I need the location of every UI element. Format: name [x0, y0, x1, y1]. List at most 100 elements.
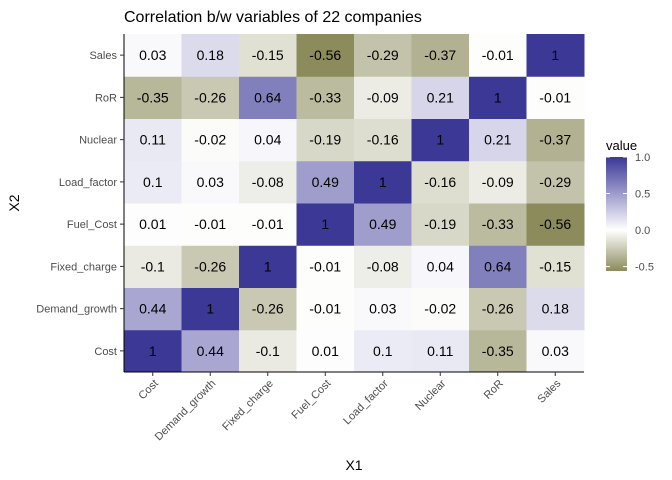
- heatmap-cell: [181, 245, 240, 288]
- cell-value-label: -0.09: [367, 89, 399, 105]
- cell-value-label: -0.56: [539, 216, 571, 232]
- cell-value-label: 1: [494, 89, 502, 105]
- heatmap-cell: [181, 287, 240, 331]
- cell-value-label: -0.19: [309, 132, 341, 148]
- cell-value-label: 1: [379, 174, 387, 190]
- cell-value-label: 1: [206, 301, 214, 317]
- heatmap-cell: [239, 118, 297, 162]
- legend-tick-label: 0.5: [635, 189, 650, 201]
- heatmap-cell: [124, 203, 182, 246]
- x-tick-label: Sales: [535, 377, 563, 405]
- cell-value-label: -0.15: [252, 47, 284, 63]
- cell-value-label: -0.29: [367, 47, 399, 63]
- heatmap-cell: [239, 245, 297, 288]
- cell-value-label: 0.1: [373, 343, 393, 359]
- cell-value-label: -0.08: [252, 174, 284, 190]
- heatmap-cell: [124, 287, 182, 331]
- heatmap-cell: [239, 76, 297, 119]
- cell-value-label: -0.01: [539, 89, 571, 105]
- heatmap-cell: [296, 118, 355, 162]
- cell-value-label: 1: [551, 47, 559, 63]
- x-tick-label: Fuel_Cost: [289, 378, 333, 422]
- cell-value-label: 0.49: [369, 216, 396, 232]
- y-tick-label: Fixed_charge: [50, 261, 117, 273]
- heatmap-cell: [239, 203, 297, 246]
- cell-value-label: 0.64: [254, 89, 281, 105]
- x-axis-title: X1: [345, 457, 362, 473]
- legend-tick-label: 1.0: [635, 152, 650, 164]
- heatmap-cell: [411, 287, 470, 331]
- heatmap-cell: [296, 287, 355, 331]
- cell-value-label: 0.21: [484, 132, 511, 148]
- heatmap-cell: [239, 160, 297, 204]
- cell-value-label: 0.64: [484, 258, 511, 274]
- cell-value-label: 0.03: [139, 47, 166, 63]
- cell-value-label: -0.15: [539, 258, 571, 274]
- heatmap-cell: [124, 118, 182, 162]
- heatmap-cell: [526, 118, 585, 162]
- heatmap-cell: [296, 34, 355, 77]
- heatmap-cell: [239, 34, 297, 77]
- heatmap-cell: [469, 203, 527, 246]
- cell-value-label: -0.01: [252, 216, 284, 232]
- heatmap-cell: [124, 245, 182, 288]
- heatmap-cell: [239, 287, 297, 331]
- cell-value-label: 0.11: [140, 132, 166, 148]
- cell-value-label: 0.03: [197, 174, 224, 190]
- cell-value-label: 0.11: [427, 343, 453, 359]
- heatmap-cell: [411, 118, 470, 162]
- heatmap-cell: [296, 329, 355, 373]
- heatmap-cell: [526, 287, 585, 331]
- x-tick-label: Cost: [136, 378, 160, 402]
- y-tick-label: Cost: [94, 346, 117, 358]
- heatmap-cell: [124, 160, 182, 204]
- cell-value-label: -0.16: [367, 132, 399, 148]
- x-tick-label: Nuclear: [413, 377, 449, 413]
- heatmap-cell: [181, 203, 240, 246]
- cell-value-label: 0.44: [197, 343, 224, 359]
- heatmap-cell: [354, 76, 412, 119]
- cell-value-label: -0.37: [424, 47, 456, 63]
- heatmap-cell: [354, 118, 412, 162]
- cell-value-label: 0.03: [369, 301, 396, 317]
- cell-value-label: -0.1: [141, 258, 165, 274]
- heatmap-cell: [296, 160, 355, 204]
- cell-value-label: 0.18: [197, 47, 224, 63]
- heatmap-cell: [181, 118, 240, 162]
- cell-value-label: -0.33: [309, 89, 341, 105]
- heatmap-cell: [411, 245, 470, 288]
- cell-value-label: 1: [264, 258, 272, 274]
- y-axis-title: X2: [6, 194, 22, 211]
- heatmap-cell: [239, 329, 297, 373]
- cell-value-label: -0.01: [309, 258, 341, 274]
- cell-value-label: -0.08: [367, 258, 399, 274]
- x-tick-label: RoR: [482, 378, 506, 402]
- heatmap-cell: [526, 245, 585, 288]
- heatmap-cell: [411, 34, 470, 77]
- cell-value-label: 0.01: [139, 216, 166, 232]
- heatmap-cells: 1 0.44 -0.1 0.01 0.1 0.11 -0.35 0.030.44 1 -0.26-…: [124, 34, 585, 373]
- cell-value-label: -0.02: [194, 132, 226, 148]
- cell-value-label: 1: [149, 343, 157, 359]
- cell-value-label: -0.01: [194, 216, 226, 232]
- heatmap-cell: [124, 329, 182, 373]
- plot-axes: [123, 34, 584, 373]
- cell-value-label: -0.01: [482, 47, 514, 63]
- heatmap-cell: [469, 34, 527, 77]
- legend-colorbar: [606, 157, 627, 271]
- cell-value-label: 0.21: [427, 89, 454, 105]
- y-tick-label: Demand_growth: [36, 304, 117, 316]
- heatmap-cell: [469, 287, 527, 331]
- cell-value-label: -0.37: [539, 132, 571, 148]
- heatmap-cell: [469, 329, 527, 373]
- heatmap-cell: [411, 76, 470, 119]
- y-tick-label: Nuclear: [79, 135, 117, 147]
- cell-value-label: -0.16: [424, 174, 456, 190]
- cell-value-label: -0.19: [424, 216, 456, 232]
- heatmap-cell: [124, 76, 182, 119]
- legend-ticks: -0.5 0.0 0.5 1.0: [606, 152, 654, 274]
- legend-tick-label: -0.5: [635, 262, 654, 274]
- cell-value-label: 0.04: [254, 132, 281, 148]
